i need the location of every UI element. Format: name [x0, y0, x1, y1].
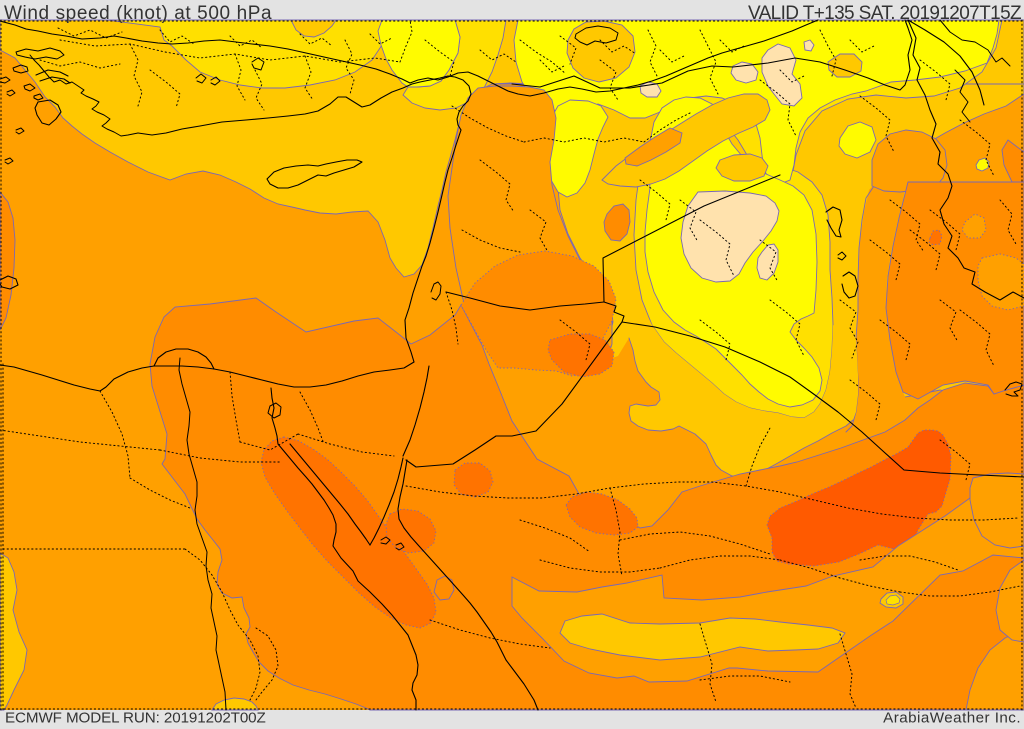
svg-text:VALID T+135 SAT. 20191207T15Z: VALID T+135 SAT. 20191207T15Z — [748, 3, 1022, 24]
svg-text:Wind speed (knot) at 500 hPa: Wind speed (knot) at 500 hPa — [4, 3, 272, 24]
svg-text:ECMWF MODEL RUN: 20191202T00Z: ECMWF MODEL RUN: 20191202T00Z — [5, 710, 266, 727]
svg-text:ArabiaWeather Inc.: ArabiaWeather Inc. — [883, 710, 1021, 727]
